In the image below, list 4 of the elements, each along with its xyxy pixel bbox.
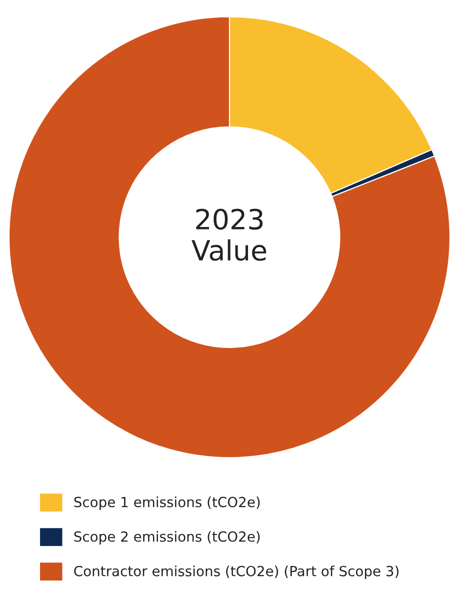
legend-label: Contractor emissions (tCO2e) (Part of Scope 3) (74, 566, 399, 580)
legend-label: Scope 1 emissions (tCO2e) (74, 496, 260, 510)
text: 2023 Value (192, 208, 266, 261)
legend-label: Scope 2 emissions (tCO2e) (74, 531, 260, 544)
